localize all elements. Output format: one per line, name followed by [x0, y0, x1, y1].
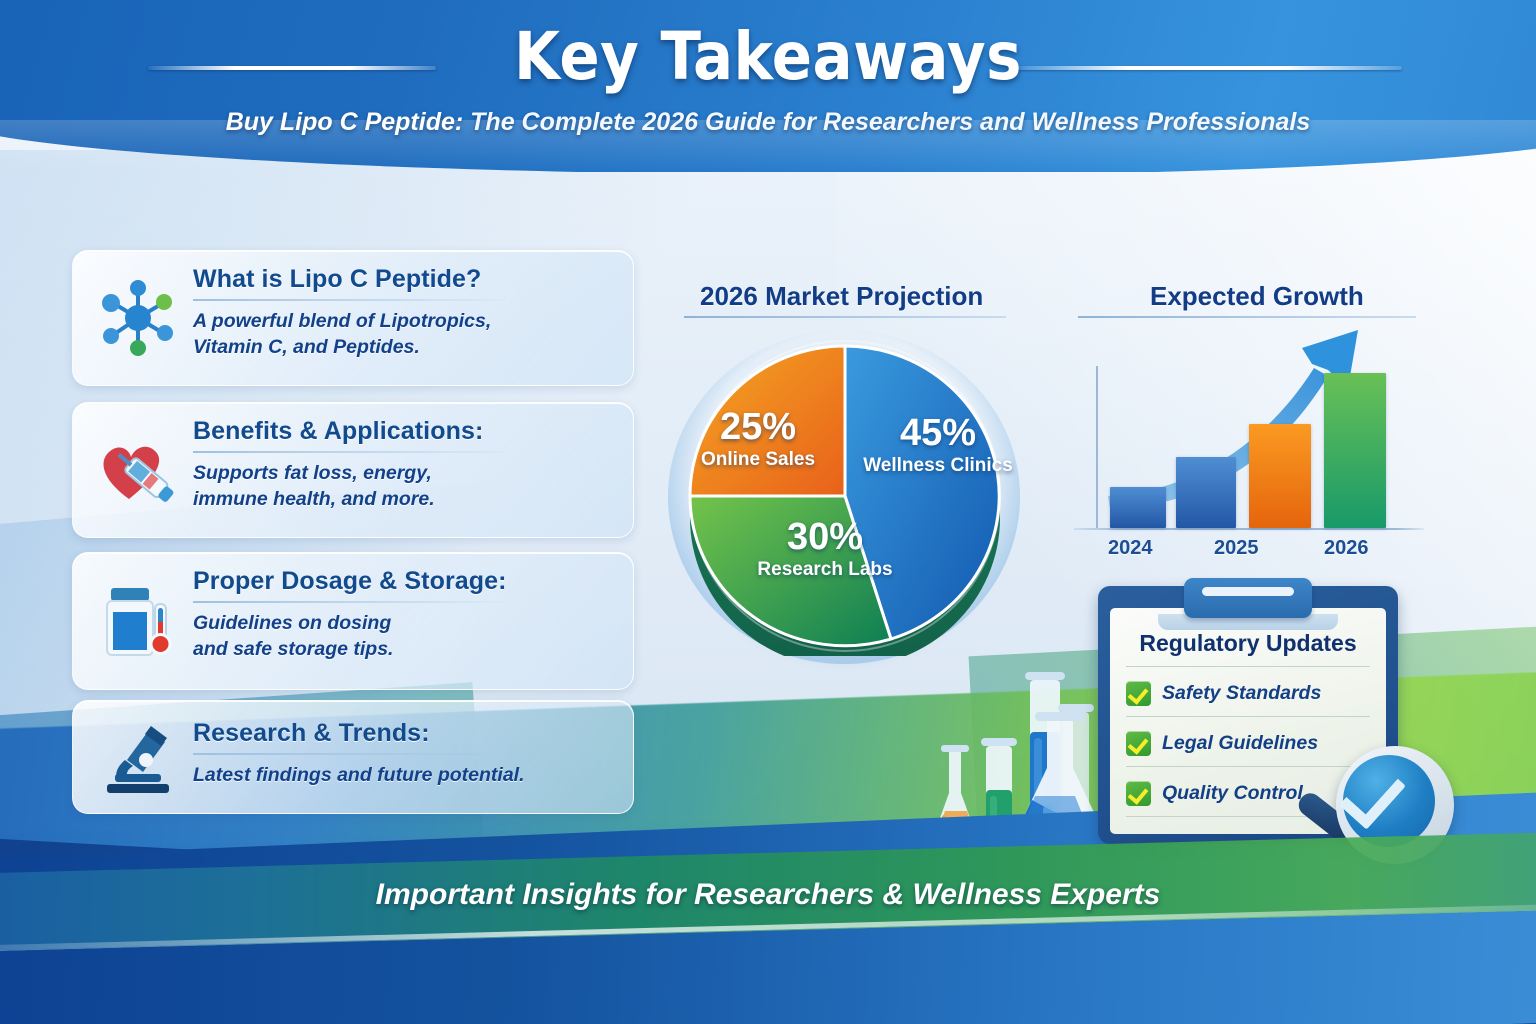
card-heading: Research & Trends:: [193, 719, 430, 747]
card-proper-dosage-storage[interactable]: Proper Dosage & Storage: Guidelines on d…: [72, 552, 634, 690]
bar-chart: 2024 2025 2026: [1066, 330, 1436, 560]
subtitle-bold: Buy Lipo C Peptide:: [225, 108, 464, 136]
header-gloss: [0, 120, 1536, 172]
card-heading-rule: [193, 451, 505, 453]
regulatory-rule-1: [1126, 716, 1370, 717]
regulatory-item-label: Safety Standards: [1162, 681, 1322, 704]
pie-label-research-labs: 30% Research Labs: [740, 518, 910, 581]
card-body: Proper Dosage & Storage: Guidelines on d…: [193, 567, 617, 662]
molecule-icon: [95, 275, 181, 361]
bar-2024: [1110, 487, 1166, 528]
pie-chart: 45% Wellness Clinics 30% Research Labs 2…: [662, 326, 1028, 668]
title-rule-right: [1012, 66, 1402, 70]
card-heading: Benefits & Applications:: [193, 417, 484, 445]
card-body: What is Lipo C Peptide? A powerful blend…: [193, 265, 617, 360]
pie-label-name: Research Labs: [757, 559, 893, 580]
regulatory-item-label: Quality Control: [1162, 781, 1303, 804]
card-heading: What is Lipo C Peptide?: [193, 265, 482, 293]
card-research-trends[interactable]: Research & Trends: Latest findings and f…: [72, 700, 634, 814]
bar-2025-b: [1249, 424, 1311, 528]
regulatory-rule-0: [1126, 666, 1370, 667]
regulatory-title: Regulatory Updates: [1139, 630, 1357, 656]
card-text-line1: A powerful blend of Lipotropics,: [193, 310, 492, 332]
regulatory-item-quality-control[interactable]: Quality Control: [1126, 778, 1303, 808]
card-text-line1: Supports fat loss, energy,: [193, 462, 432, 484]
bar-tick-2024: 2024: [1108, 537, 1153, 559]
check-icon: [1126, 780, 1151, 806]
card-text-line1: Latest findings and future potential.: [193, 764, 525, 786]
pie-label-name: Online Sales: [700, 449, 816, 470]
card-heading-rule: [193, 299, 505, 301]
card-text-line2: and safe storage tips.: [193, 637, 394, 660]
bar-2026: [1324, 373, 1386, 528]
card-benefits-applications[interactable]: Benefits & Applications: Supports fat lo…: [72, 402, 634, 538]
check-icon: [1126, 730, 1151, 756]
footer-text: Important Insights for Researchers & Wel…: [375, 878, 1161, 911]
card-text-line1: Guidelines on dosing: [193, 612, 392, 634]
page-subtitle: Buy Lipo C Peptide: The Complete 2026 Gu…: [0, 108, 1536, 137]
clipboard-tab: [1158, 614, 1338, 630]
pie-chart-title-rule: [684, 316, 1006, 318]
bar-chart-title: Expected Growth: [1150, 281, 1364, 311]
header-banner: [0, 0, 1536, 172]
regulatory-rule-2: [1126, 766, 1370, 767]
pie-label-online-sales: 25% Online Sales: [688, 408, 828, 471]
clipboard-clamp-icon: [1184, 578, 1312, 618]
card-text-line2: immune health, and more.: [193, 487, 435, 510]
bar-tick-2026: 2026: [1324, 537, 1369, 559]
card-heading: Proper Dosage & Storage:: [193, 567, 507, 595]
pie-label-name: Wellness Clinics: [863, 455, 1013, 476]
bar-chart-x-axis: [1074, 528, 1424, 530]
pie-label-value: 45%: [899, 412, 977, 454]
bar-chart-title-rule: [1078, 316, 1416, 318]
card-body: Research & Trends: Latest findings and f…: [193, 719, 617, 789]
regulatory-rule-3: [1126, 816, 1370, 817]
title-rule-left: [148, 66, 436, 70]
bar-tick-2025: 2025: [1214, 537, 1259, 559]
bar-2025-a: [1176, 456, 1236, 528]
microscope-icon: [95, 714, 181, 800]
card-heading-rule: [193, 753, 505, 755]
subtitle-rest: The Complete 2026 Guide for Researchers …: [463, 108, 1311, 136]
header-background: [0, 0, 1536, 172]
bar-chart-y-axis: [1096, 366, 1098, 528]
magnifier-lens: [1343, 755, 1435, 847]
pie-chart-svg: [688, 340, 1001, 656]
card-heading-rule: [193, 601, 505, 603]
pie-label-value: 30%: [786, 516, 864, 558]
pie-label-value: 25%: [719, 406, 797, 448]
pie-label-wellness-clinics: 45% Wellness Clinics: [858, 414, 1018, 477]
regulatory-item-legal-guidelines[interactable]: Legal Guidelines: [1126, 728, 1318, 758]
page-title: Key Takeaways: [513, 18, 1023, 95]
vial-thermometer-icon: [95, 578, 181, 664]
regulatory-item-label: Legal Guidelines: [1162, 731, 1319, 754]
card-text-line2: Vitamin C, and Peptides.: [193, 335, 420, 358]
card-what-is-lipo-c-peptide[interactable]: What is Lipo C Peptide? A powerful blend…: [72, 250, 634, 386]
check-icon: [1126, 680, 1151, 706]
card-body: Benefits & Applications: Supports fat lo…: [193, 417, 617, 512]
regulatory-item-safety-standards[interactable]: Safety Standards: [1126, 678, 1321, 708]
pie-chart-title: 2026 Market Projection: [700, 281, 984, 311]
heart-syringe-icon: [95, 427, 181, 513]
